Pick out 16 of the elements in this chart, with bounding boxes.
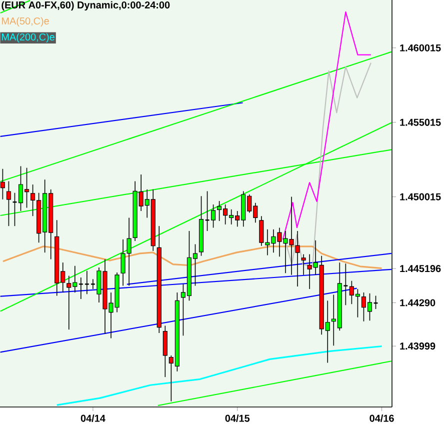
candlestick [0, 168, 5, 200]
text: MA(200,C)e [2, 33, 54, 42]
candlestick [301, 254, 306, 276]
y-tick-label: 1.455015 [400, 118, 441, 126]
candlestick [120, 238, 126, 286]
x-tick-label: 04/15 [225, 414, 250, 422]
x-tick-label: 04/14 [80, 414, 106, 422]
y-tick-label: 1.43999 [400, 342, 436, 350]
y-tick-label: 1.445196 [400, 265, 441, 272]
candlestick [6, 180, 12, 226]
y-tick-label: 1.460015 [400, 44, 441, 52]
y-tick-label: 1.450015 [400, 193, 441, 200]
candlestick [126, 217, 132, 286]
y-tick-label: 1.44290 [400, 299, 436, 306]
text: MA(50,C)e [2, 17, 49, 26]
x-tick-label: 04/16 [370, 414, 394, 422]
